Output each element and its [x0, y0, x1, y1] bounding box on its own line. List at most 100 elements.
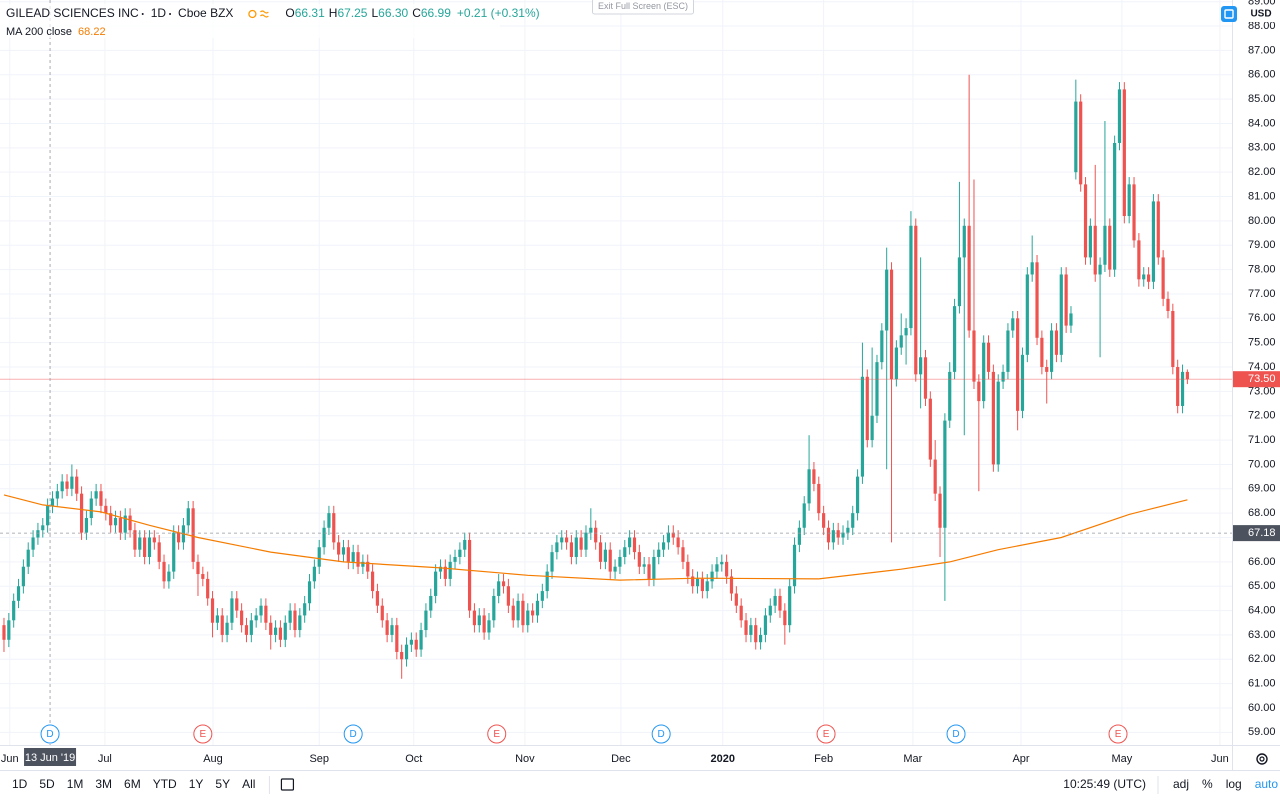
candle-body	[618, 556, 622, 567]
range-button[interactable]: 1D	[12, 777, 28, 791]
screenshot-icon[interactable]	[1221, 6, 1237, 22]
candle-body	[230, 598, 234, 623]
candle-body	[1045, 367, 1049, 372]
event-marker[interactable]	[40, 724, 60, 744]
range-button[interactable]: 6M	[124, 777, 141, 791]
candle-body	[307, 581, 312, 604]
scale-option[interactable]: log	[1226, 777, 1242, 791]
candle-body	[152, 537, 156, 543]
scale-option[interactable]: adj	[1173, 777, 1189, 791]
range-button[interactable]: 1M	[67, 777, 84, 791]
settings-icon[interactable]	[1256, 753, 1268, 765]
event-marker[interactable]	[193, 724, 213, 744]
candle-body	[94, 491, 98, 499]
date-range-icon[interactable]	[280, 778, 295, 791]
event-marker[interactable]	[343, 724, 363, 744]
event-marker-label[interactable]: D	[46, 729, 53, 740]
event-marker-label[interactable]: E	[493, 729, 500, 740]
event-marker[interactable]	[1108, 724, 1128, 744]
currency[interactable]: USD	[1250, 9, 1271, 20]
market-status-wave	[259, 10, 269, 18]
settings-gear[interactable]	[1256, 753, 1268, 765]
candle-body	[598, 542, 603, 562]
y-tick-label: 76.00	[1248, 312, 1276, 324]
event-marker-label[interactable]: D	[658, 729, 665, 740]
ohlc-key: O	[285, 6, 294, 20]
candle-body	[758, 634, 763, 643]
candle-body	[778, 595, 782, 611]
range-button[interactable]: 5D	[39, 777, 55, 791]
event-marker-label[interactable]: E	[823, 729, 830, 740]
candle-body	[138, 537, 142, 550]
exit-full-screen[interactable]: Exit Full Screen (ESC)	[592, 0, 694, 15]
scale-option[interactable]: %	[1202, 777, 1213, 791]
candle-body	[632, 537, 637, 553]
event-marker-label[interactable]: E	[1115, 729, 1122, 740]
candle-body	[118, 518, 122, 533]
y-tick-label: 62.00	[1248, 653, 1276, 665]
candle-body	[390, 625, 394, 635]
range-button[interactable]: 3M	[95, 777, 112, 791]
candle-body	[157, 542, 161, 562]
bottom-toolbar: 1D 5D 1M 3M 6M YTD 1Y 5Y All 10:25:49 (UTC) adj% lo…	[12, 776, 1278, 794]
candle-body	[419, 630, 423, 650]
exit-full-screen-box[interactable]	[592, 0, 694, 15]
candle-body	[768, 605, 772, 616]
exit-full-screen-label[interactable]: Exit Full Screen (ESC)	[598, 1, 688, 11]
candle-body	[516, 600, 520, 621]
ohlc-key: H	[329, 6, 338, 20]
separator-dot	[169, 13, 172, 15]
candle-body	[550, 552, 554, 572]
scale-option[interactable]: auto	[1255, 777, 1279, 791]
candle-body	[535, 600, 540, 616]
candle-body	[225, 622, 229, 635]
candle-body	[206, 578, 210, 599]
event-marker[interactable]	[651, 724, 671, 744]
event-marker-label[interactable]: E	[199, 729, 206, 740]
candle-body	[676, 537, 680, 548]
x-tick-label: Jul	[98, 753, 112, 765]
candle-body	[826, 527, 831, 543]
candle-body	[855, 476, 860, 514]
event-marker[interactable]	[487, 724, 507, 744]
grid	[0, 0, 1232, 745]
symbol[interactable]: GILEAD SCIENCES INC	[6, 6, 139, 20]
candle-body	[361, 561, 365, 567]
candle-body	[312, 566, 316, 582]
candle-body	[1127, 184, 1131, 217]
range-button[interactable]: 5Y	[215, 777, 230, 791]
legend-bg	[0, 4, 500, 38]
candle-body	[807, 469, 811, 504]
market-status-sun	[248, 9, 257, 19]
candle-body	[948, 371, 952, 421]
crosshair-price-label: 67.18	[1248, 527, 1276, 539]
candle-body	[99, 491, 103, 506]
candle-body	[574, 537, 578, 557]
candle-body	[1137, 240, 1141, 280]
range-button[interactable]: 1Y	[189, 777, 204, 791]
y-tick-label: 72.00	[1248, 410, 1276, 422]
ma-value: 68.22	[78, 26, 106, 38]
candle-body	[661, 542, 666, 550]
y-tick-label: 60.00	[1248, 702, 1276, 714]
y-tick-label: 68.00	[1248, 507, 1276, 519]
candle-body	[972, 330, 976, 382]
candle-body	[579, 537, 583, 550]
candle-body	[521, 600, 525, 626]
interval[interactable]: 1D	[151, 6, 167, 20]
candle-body	[763, 615, 768, 635]
range-button[interactable]: All	[242, 777, 255, 791]
candle-body	[909, 225, 913, 329]
candle-body	[443, 566, 447, 579]
candle-body	[671, 532, 675, 538]
candle-body	[681, 547, 685, 562]
event-marker-label[interactable]: D	[952, 729, 959, 740]
exchange[interactable]: Cboe BZX	[178, 6, 233, 20]
event-marker[interactable]	[946, 724, 966, 744]
candle-body	[657, 549, 661, 557]
range-button[interactable]: YTD	[153, 777, 177, 791]
candle-body	[414, 639, 418, 650]
event-marker-label[interactable]: D	[350, 729, 357, 740]
candle-body	[1030, 262, 1034, 275]
event-marker[interactable]	[816, 724, 836, 744]
